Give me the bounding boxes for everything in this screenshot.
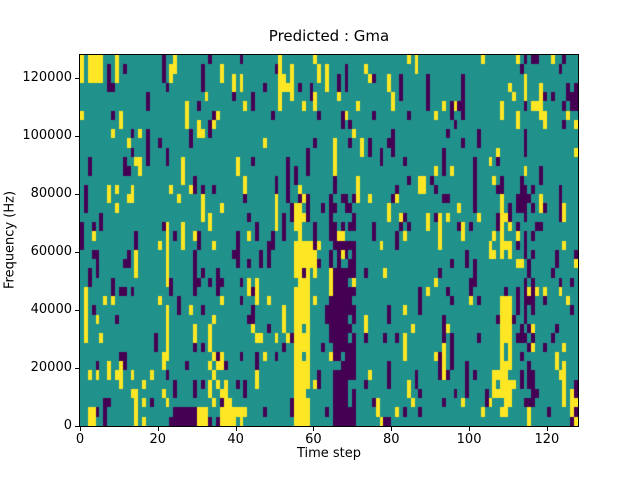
- x-axis-label: Time step: [296, 446, 362, 461]
- y-tick-mark: [75, 78, 79, 80]
- y-tick-mark: [75, 368, 79, 370]
- y-tick-mark: [75, 310, 79, 312]
- x-tick-label: 40: [227, 432, 244, 447]
- y-axis-label: Frequency (Hz): [2, 190, 18, 290]
- y-tick-label: 60000: [30, 244, 72, 260]
- plot-area: [79, 54, 579, 427]
- heatmap-canvas: [80, 55, 578, 426]
- x-tick-label: 0: [75, 432, 85, 447]
- x-tick-mark: [80, 427, 81, 431]
- x-tick-mark: [391, 427, 393, 431]
- y-tick-label: 100000: [22, 128, 72, 144]
- y-tick-mark: [75, 136, 79, 138]
- x-tick-label: 60: [305, 432, 322, 447]
- chart-title: Predicted : Gma: [268, 27, 390, 45]
- y-tick-mark: [75, 426, 79, 427]
- y-tick-label: 0: [63, 418, 72, 433]
- x-tick-label: 120: [534, 432, 560, 447]
- y-tick-label: 20000: [30, 360, 72, 376]
- y-tick-mark: [75, 252, 79, 254]
- x-tick-mark: [157, 427, 159, 431]
- y-tick-label: 80000: [30, 186, 72, 202]
- x-tick-label: 100: [456, 432, 482, 447]
- x-tick-mark: [469, 427, 471, 431]
- x-tick-label: 80: [382, 432, 400, 447]
- y-tick-label: 40000: [30, 302, 72, 318]
- x-tick-mark: [546, 427, 548, 431]
- x-tick-mark: [235, 427, 237, 431]
- y-tick-label: 120000: [22, 70, 72, 86]
- y-tick-mark: [75, 194, 79, 196]
- x-tick-mark: [313, 427, 315, 431]
- x-tick-label: 20: [149, 432, 167, 447]
